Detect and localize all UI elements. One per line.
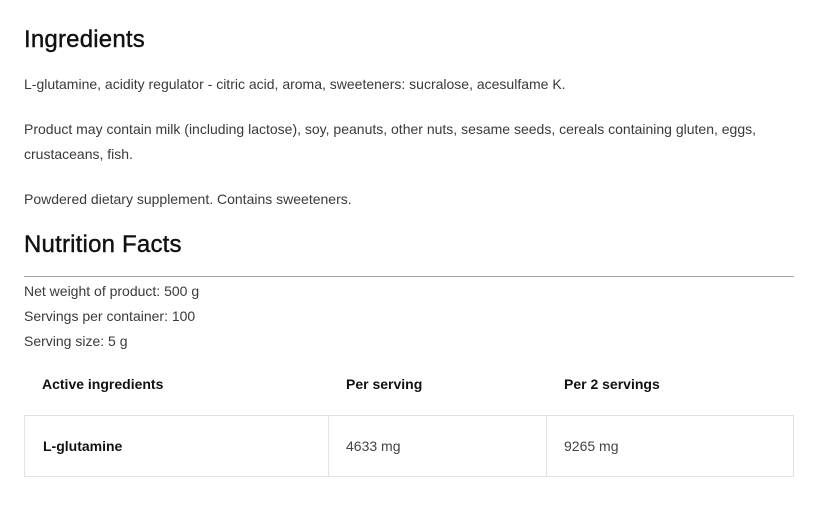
header-active-ingredients: Active ingredients — [42, 376, 164, 392]
per-2-servings-value: 9265 mg — [546, 415, 794, 477]
per-serving-value: 4633 mg — [328, 415, 547, 477]
servings-per-container: Servings per container: 100 — [24, 308, 196, 324]
allergen-text: Product may contain milk (including lact… — [24, 121, 757, 162]
header-per-2-servings: Per 2 servings — [564, 376, 660, 392]
ingredients-text: L-glutamine, acidity regulator - citric … — [24, 76, 566, 92]
ingredient-name: L-glutamine — [24, 415, 329, 477]
ingredients-title: Ingredients — [24, 26, 145, 53]
supplement-note: Powdered dietary supplement. Contains sw… — [24, 191, 352, 207]
nutrition-title: Nutrition Facts — [24, 231, 182, 258]
serving-size: Serving size: 5 g — [24, 333, 128, 349]
divider — [24, 276, 794, 277]
net-weight: Net weight of product: 500 g — [24, 283, 200, 299]
header-per-serving: Per serving — [346, 376, 423, 392]
